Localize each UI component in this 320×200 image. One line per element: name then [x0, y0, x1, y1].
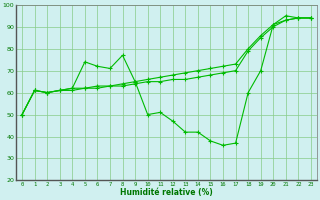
X-axis label: Humidité relative (%): Humidité relative (%) [120, 188, 213, 197]
